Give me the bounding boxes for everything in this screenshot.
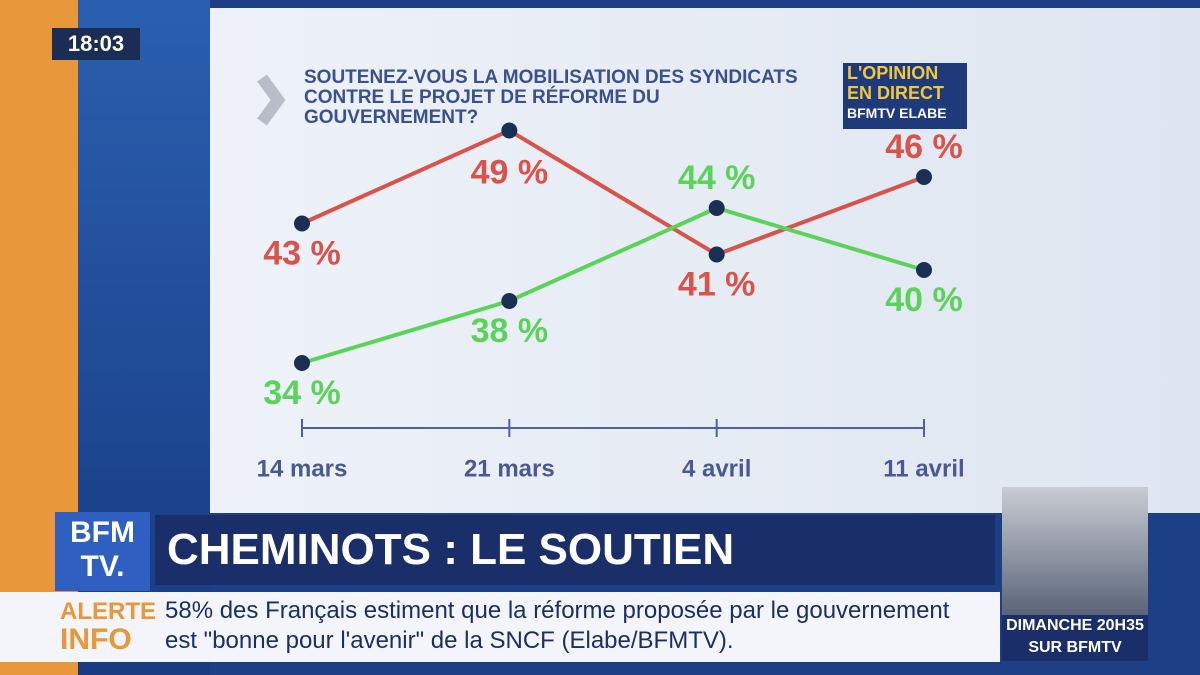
chevron [257,74,286,126]
point [294,215,310,232]
chart-title: SOUTENEZ-VOUS LA MOBILISATION DES SYNDIC… [304,67,798,128]
point [916,169,932,185]
alert-line: ALERTE [60,598,156,625]
value-label: 44 % [678,159,756,197]
clock: 18:03 [52,28,140,60]
value-label: 34 % [263,374,341,412]
value-label: 43 % [263,234,341,272]
portrait [1002,487,1148,615]
alert-line: INFO [60,623,132,656]
promo-line: DIMANCHE 20H35 [1006,617,1144,634]
alert: ALERTE INFO [60,598,156,656]
headline: CHEMINOTS : LE SOUTIEN S'ESSOUFFLE [155,515,995,644]
badge-line: BFMTV ELABE [847,105,947,121]
value-label: 40 % [885,281,963,319]
x-tick-label: 21 mars [464,455,555,482]
logo-top: BFM [70,516,135,549]
promo: DIMANCHE 20H35 SUR BFMTV [1002,615,1148,661]
badge: L'OPINION EN DIRECT BFMTV ELABE [843,63,967,129]
value-label: 41 % [678,265,756,303]
value-label: 49 % [471,153,549,191]
point [708,200,725,216]
point [708,246,725,263]
series-line [301,128,925,257]
logo: BFM TV. [55,512,150,591]
badge-line: L'OPINION [847,63,939,83]
promo-line: SUR BFMTV [1028,639,1122,656]
x-tick-label: 4 avril [682,455,751,482]
point [501,122,518,139]
ticker-bar [0,592,1000,662]
badge-line: EN DIRECT [847,83,945,103]
series-line [301,205,925,365]
point [916,262,932,278]
x-tick-label: 14 mars [257,455,348,482]
point [501,293,518,309]
ticker: 58% des Français estiment que la réforme… [165,597,950,654]
logo-bottom: TV. [80,550,125,583]
x-tick-label: 11 avril [883,455,964,482]
value-label: 46 % [885,128,963,166]
value-label: 38 % [471,312,549,350]
point [294,355,310,371]
